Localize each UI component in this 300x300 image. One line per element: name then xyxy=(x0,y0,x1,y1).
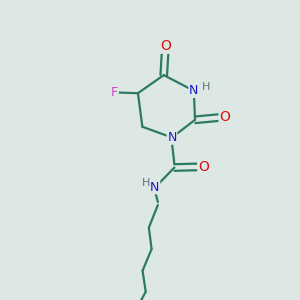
Text: H: H xyxy=(142,178,150,188)
Text: H: H xyxy=(202,82,211,92)
Text: O: O xyxy=(160,39,171,53)
Text: N: N xyxy=(167,131,177,144)
Text: N: N xyxy=(150,181,160,194)
Text: N: N xyxy=(189,84,199,97)
Text: O: O xyxy=(219,110,230,124)
Text: F: F xyxy=(111,86,118,99)
Text: O: O xyxy=(198,160,209,174)
